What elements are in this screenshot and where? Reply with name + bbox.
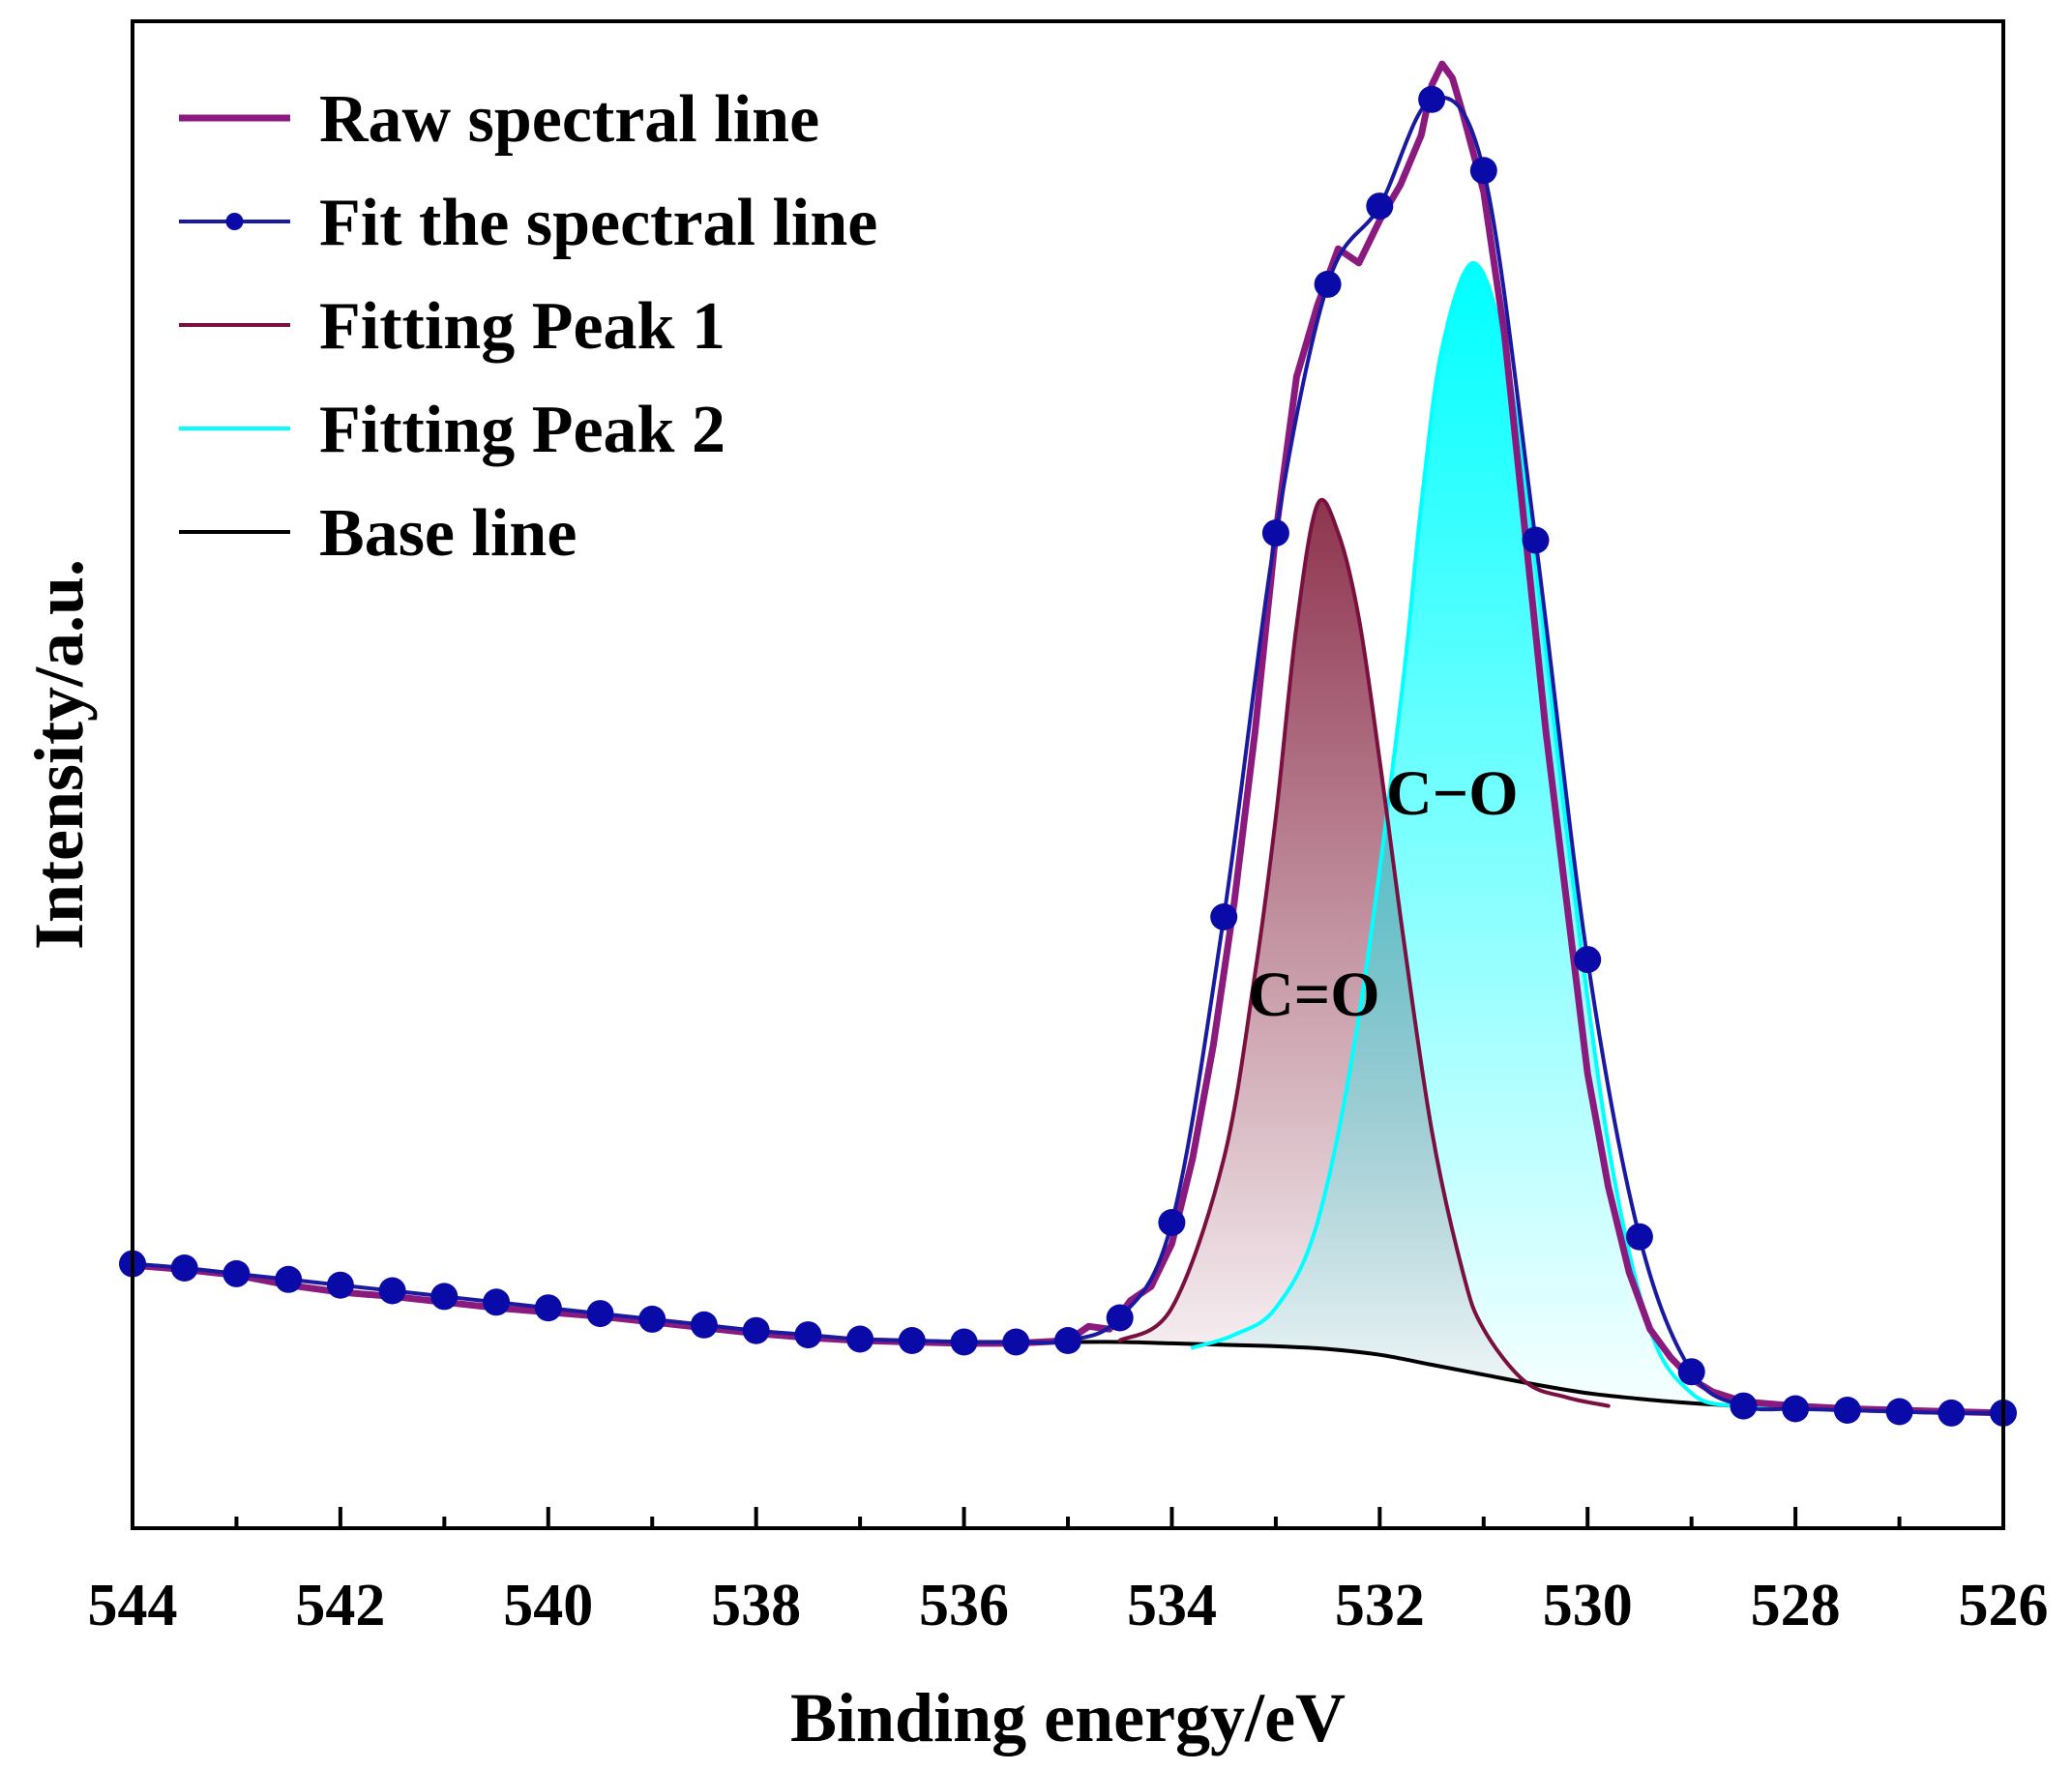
legend-label-peak2: Fitting Peak 2 — [319, 393, 725, 467]
fit-point-marker — [1522, 526, 1550, 554]
fit-point-marker — [1314, 270, 1342, 298]
legend-label-raw: Raw spectral line — [319, 82, 819, 157]
peak-fills — [1119, 262, 1775, 1408]
x-tick-label: 526 — [1959, 1573, 2049, 1638]
x-tick-label: 540 — [503, 1573, 593, 1638]
fit-point-marker — [170, 1254, 198, 1282]
fit-point-marker — [1054, 1327, 1081, 1354]
fit-point-marker — [690, 1311, 718, 1339]
annotation-c-double-o: C=O — [1248, 959, 1380, 1030]
fit-point-marker — [742, 1316, 770, 1344]
x-tick-label: 532 — [1335, 1573, 1425, 1638]
x-tick-label: 542 — [295, 1573, 385, 1638]
fit-point-marker — [1261, 519, 1289, 547]
legend-label-peak1: Fitting Peak 1 — [319, 289, 725, 364]
annotation-c-single-o: C−O — [1386, 758, 1519, 829]
legend: Raw spectral line Fit the spectral line Fi… — [179, 82, 877, 571]
x-tick-label: 528 — [1751, 1573, 1841, 1638]
series-curves — [129, 60, 2007, 1417]
x-axis-title: Binding energy/eV — [790, 1679, 1346, 1756]
fit-point-marker — [638, 1305, 666, 1333]
x-tick-label: 530 — [1543, 1573, 1633, 1638]
fit-point-marker — [1782, 1395, 1810, 1423]
x-tick-label: 534 — [1127, 1573, 1217, 1638]
fit-point-marker — [1625, 1223, 1653, 1251]
fit-point-marker — [1106, 1304, 1134, 1332]
fit-point-marker — [483, 1288, 511, 1316]
fit-point-marker — [898, 1327, 926, 1354]
fit-markers — [119, 85, 2017, 1427]
fit-point-marker — [794, 1321, 822, 1349]
x-tick-label: 544 — [88, 1573, 178, 1638]
legend-marker-fit — [225, 213, 244, 230]
x-axis-ticks: 544 542 540 538 536 534 532 530 528 526 — [88, 1507, 2049, 1638]
x-tick-label: 538 — [711, 1573, 801, 1638]
fill-fitting-peak-1 — [1119, 499, 1609, 1406]
fit-point-marker — [586, 1300, 614, 1328]
x-tick-label: 536 — [919, 1573, 1009, 1638]
y-axis-title: Intensity/a.u. — [20, 559, 98, 950]
line-fitting-peak-2 — [1190, 260, 1777, 1410]
fit-point-marker — [275, 1265, 303, 1293]
fit-point-marker — [1885, 1398, 1913, 1426]
fit-point-marker — [1730, 1392, 1758, 1420]
fill-fitting-peak-2 — [1192, 262, 1775, 1408]
fit-point-marker — [1002, 1328, 1030, 1356]
fit-point-marker — [1158, 1209, 1186, 1236]
legend-label-baseline: Base line — [319, 496, 577, 571]
fit-point-marker — [1677, 1358, 1705, 1386]
fit-point-marker — [222, 1259, 251, 1287]
fit-point-marker — [1418, 85, 1446, 113]
fit-point-marker — [846, 1325, 874, 1353]
fit-point-marker — [950, 1328, 978, 1356]
fit-point-marker — [1938, 1399, 1966, 1427]
fit-point-marker — [326, 1271, 354, 1299]
legend-label-fit: Fit the spectral line — [319, 186, 877, 260]
line-raw-spectral-line — [129, 60, 2007, 1417]
fit-point-marker — [534, 1294, 562, 1322]
line-fitting-peak-1 — [1117, 497, 1611, 1408]
fit-point-marker — [1469, 157, 1497, 185]
fit-point-marker — [1574, 946, 1602, 974]
fit-point-marker — [1833, 1397, 1861, 1424]
fit-point-marker — [1366, 192, 1394, 221]
fit-point-marker — [378, 1277, 406, 1305]
fit-point-marker — [430, 1283, 459, 1311]
fit-point-marker — [1210, 903, 1238, 930]
